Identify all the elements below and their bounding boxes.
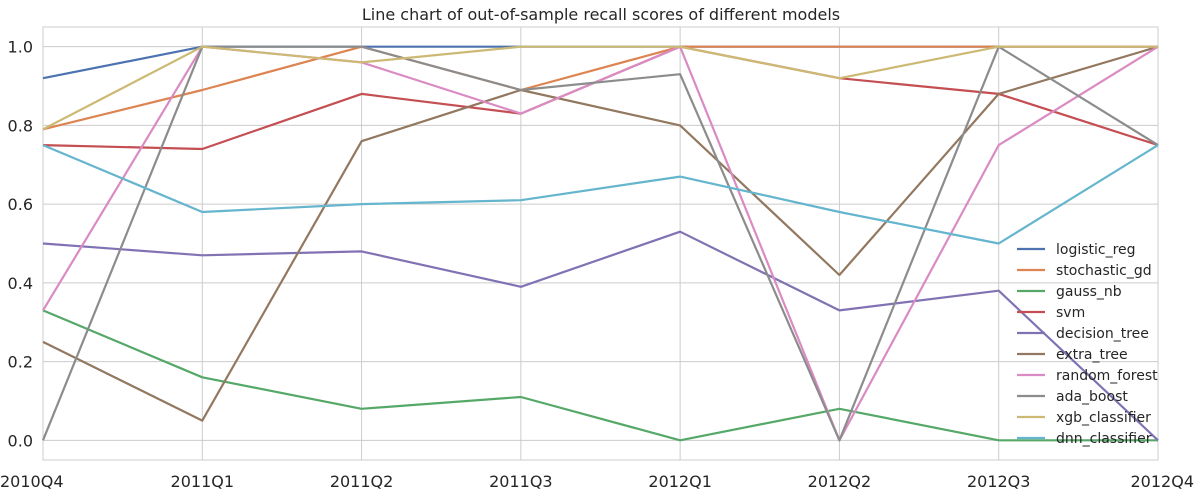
series-line-decision-tree bbox=[42, 230, 1159, 442]
legend-item-extra-tree: extra_tree bbox=[1017, 347, 1128, 363]
legend-label: xgb_classifier bbox=[1056, 410, 1151, 426]
legend-item-logistic-reg: logistic_reg bbox=[1017, 242, 1136, 258]
legend-label: decision_tree bbox=[1056, 326, 1149, 342]
series-line-extra-tree bbox=[42, 45, 1159, 422]
legend-label: stochastic_gd bbox=[1056, 263, 1152, 279]
x-tick-label: 2011Q1 bbox=[171, 472, 235, 491]
x-tick-label: 2012Q4 bbox=[1131, 472, 1194, 491]
legend-label: random_forest bbox=[1056, 368, 1158, 384]
legend-label: logistic_reg bbox=[1056, 242, 1136, 258]
x-tick-label: 2012Q3 bbox=[967, 472, 1031, 491]
x-tick-label: 2012Q1 bbox=[648, 472, 712, 491]
series-line-logistic-reg bbox=[42, 45, 1158, 80]
legend-label: ada_boost bbox=[1056, 389, 1128, 405]
y-tick-label: 0.4 bbox=[8, 274, 33, 293]
x-tick-label: 2012Q2 bbox=[808, 472, 872, 491]
series-line-ada-boost bbox=[41, 45, 1159, 442]
legend-item-random-forest: random_forest bbox=[1017, 368, 1158, 384]
legend-item-decision-tree: decision_tree bbox=[1017, 326, 1149, 342]
y-tick-label: 0.2 bbox=[8, 353, 33, 372]
legend-item-xgb-classifier: xgb_classifier bbox=[1017, 410, 1151, 426]
grid bbox=[42, 27, 1159, 460]
legend-item-gauss-nb: gauss_nb bbox=[1017, 284, 1122, 300]
y-tick-label: 0.6 bbox=[8, 195, 33, 214]
y-axis-ticks: 0.0 0.2 0.4 0.6 0.8 1.0 bbox=[8, 38, 33, 451]
series-line-svm bbox=[42, 45, 1159, 151]
legend-item-stochastic-gd: stochastic_gd bbox=[1017, 263, 1152, 279]
y-tick-label: 0.8 bbox=[8, 116, 33, 135]
series-group bbox=[41, 45, 1159, 442]
legend-label: extra_tree bbox=[1056, 347, 1128, 363]
y-tick-label: 1.0 bbox=[8, 38, 33, 57]
plot-frame bbox=[42, 26, 1159, 461]
legend-label: gauss_nb bbox=[1056, 284, 1122, 300]
x-tick-label: 2011Q2 bbox=[330, 472, 394, 491]
legend-item-dnn-classifier: dnn_classifier bbox=[1017, 431, 1152, 447]
x-axis-ticks: 2010Q4 2011Q1 2011Q2 2011Q3 2012Q1 2012Q2 2012… bbox=[0, 472, 1194, 491]
legend-item-ada-boost: ada_boost bbox=[1017, 389, 1128, 405]
series-line-dnn-classifier bbox=[42, 144, 1159, 245]
series-line-stochastic-gd bbox=[42, 45, 1158, 131]
chart-title: Line chart of out-of-sample recall score… bbox=[362, 5, 840, 24]
x-tick-label: 2010Q4 bbox=[0, 472, 64, 491]
series-line-random-forest bbox=[42, 45, 1159, 442]
y-tick-label: 0.0 bbox=[8, 431, 33, 450]
x-tick-label: 2011Q3 bbox=[489, 472, 553, 491]
series-line-xgb-classifier bbox=[42, 45, 1158, 131]
legend-label: svm bbox=[1056, 305, 1085, 321]
legend-label: dnn_classifier bbox=[1056, 431, 1152, 447]
legend-item-svm: svm bbox=[1017, 305, 1085, 321]
series-line-gauss-nb bbox=[42, 309, 1158, 442]
